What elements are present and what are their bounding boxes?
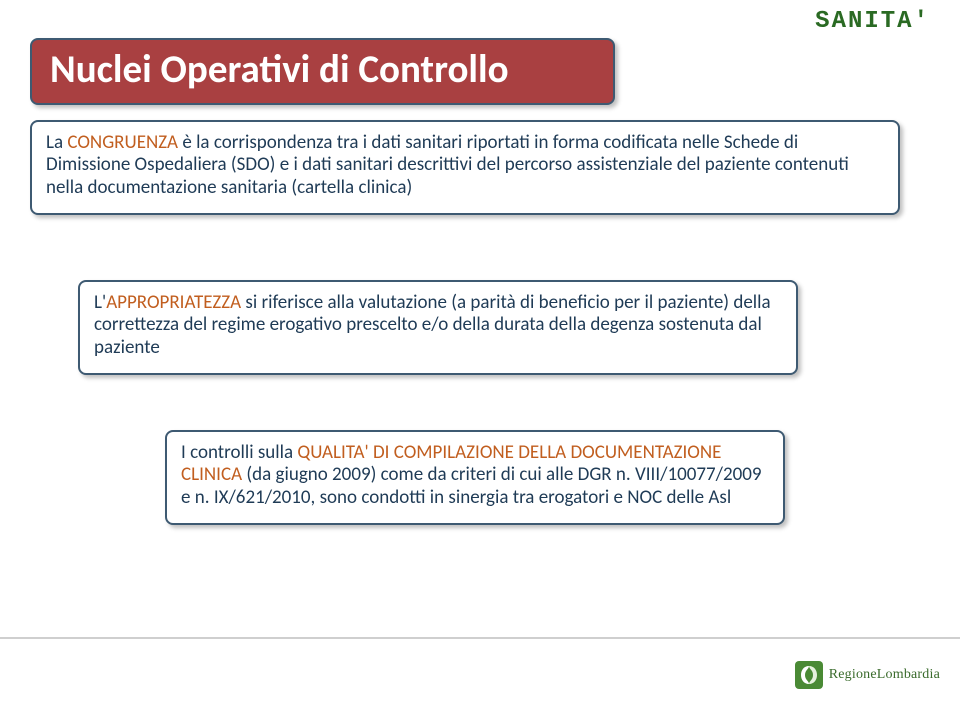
footer-divider — [0, 637, 960, 639]
slide-title: Nuclei Operativi di Controllo — [50, 50, 595, 89]
panel-text-prefix: La — [46, 131, 67, 154]
panel-qualita: I controlli sulla QUALITA' DI COMPILAZIO… — [165, 430, 785, 525]
slide-title-box: Nuclei Operativi di Controllo — [30, 38, 615, 105]
panel-keyword: CONGRUENZA — [67, 131, 178, 154]
panel-text-prefix: I controlli sulla — [181, 441, 297, 464]
panel-appropriatezza: L'APPROPRIATEZZA si riferisce alla valut… — [78, 280, 798, 375]
panel-congruenza: La CONGRUENZA è la corrispondenza tra i … — [30, 120, 900, 215]
footer-logo-text: RegioneLombardia — [829, 667, 940, 683]
footer-logo: RegioneLombardia — [795, 661, 940, 689]
panel-text-suffix: (da giugno 2009) come da criteri di cui … — [181, 463, 761, 508]
panel-keyword: APPROPRIATEZZA — [106, 291, 241, 314]
panel-text-prefix: L' — [94, 291, 106, 314]
regione-lombardia-icon — [795, 661, 823, 689]
section-label: SANITA' — [815, 8, 930, 35]
